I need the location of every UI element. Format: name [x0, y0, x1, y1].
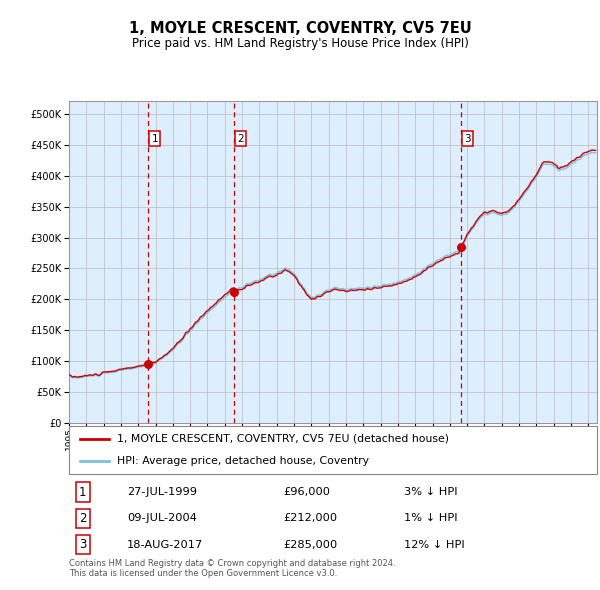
FancyBboxPatch shape	[69, 426, 597, 474]
Text: 1: 1	[79, 486, 86, 499]
Text: 12% ↓ HPI: 12% ↓ HPI	[404, 540, 464, 550]
Text: 1: 1	[152, 133, 158, 143]
Text: 1, MOYLE CRESCENT, COVENTRY, CV5 7EU: 1, MOYLE CRESCENT, COVENTRY, CV5 7EU	[128, 21, 472, 35]
Text: 2: 2	[237, 133, 244, 143]
Text: 3% ↓ HPI: 3% ↓ HPI	[404, 487, 457, 497]
Text: £212,000: £212,000	[284, 513, 338, 523]
Text: 27-JUL-1999: 27-JUL-1999	[127, 487, 197, 497]
Text: 09-JUL-2004: 09-JUL-2004	[127, 513, 197, 523]
Text: 18-AUG-2017: 18-AUG-2017	[127, 540, 203, 550]
Text: 3: 3	[79, 538, 86, 551]
Text: HPI: Average price, detached house, Coventry: HPI: Average price, detached house, Cove…	[116, 456, 368, 466]
Text: Price paid vs. HM Land Registry's House Price Index (HPI): Price paid vs. HM Land Registry's House …	[131, 37, 469, 50]
Text: 1, MOYLE CRESCENT, COVENTRY, CV5 7EU (detached house): 1, MOYLE CRESCENT, COVENTRY, CV5 7EU (de…	[116, 434, 449, 444]
Text: Contains HM Land Registry data © Crown copyright and database right 2024.
This d: Contains HM Land Registry data © Crown c…	[69, 559, 395, 578]
Text: 1% ↓ HPI: 1% ↓ HPI	[404, 513, 457, 523]
Text: £96,000: £96,000	[284, 487, 331, 497]
Text: 3: 3	[464, 133, 471, 143]
Text: 2: 2	[79, 512, 86, 525]
Text: £285,000: £285,000	[284, 540, 338, 550]
